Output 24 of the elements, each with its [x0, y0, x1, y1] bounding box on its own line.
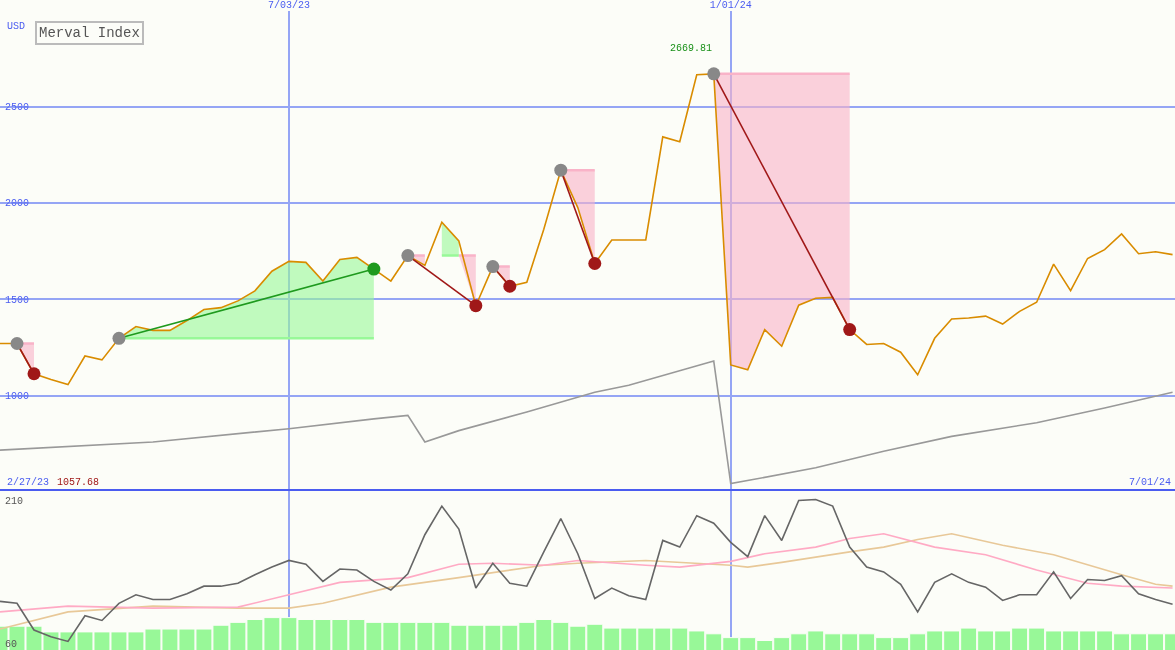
point — [588, 257, 602, 270]
annotation: 2669.81 — [670, 43, 713, 54]
line-series — [0, 532, 1174, 613]
line-series — [0, 532, 1174, 630]
text: Merval Index — [39, 25, 140, 41]
annotation: 1057.68 — [57, 477, 100, 488]
y-tick-label: 210 — [5, 495, 24, 507]
point — [10, 337, 24, 350]
annotation: 7/01/24 — [1129, 477, 1172, 488]
annotation: USD — [7, 21, 26, 32]
point — [112, 331, 126, 345]
point — [367, 262, 381, 276]
point — [503, 279, 517, 293]
point — [401, 249, 415, 263]
annotation: 2/27/23 — [7, 477, 50, 488]
line-series — [0, 360, 1174, 485]
x-tick-label: 1/01/24 — [709, 0, 752, 11]
point — [469, 299, 483, 313]
point — [27, 367, 41, 381]
point — [843, 323, 857, 337]
point — [707, 67, 721, 81]
x-tick-label: 7/03/23 — [267, 0, 310, 11]
point — [486, 260, 500, 274]
point — [554, 163, 568, 177]
